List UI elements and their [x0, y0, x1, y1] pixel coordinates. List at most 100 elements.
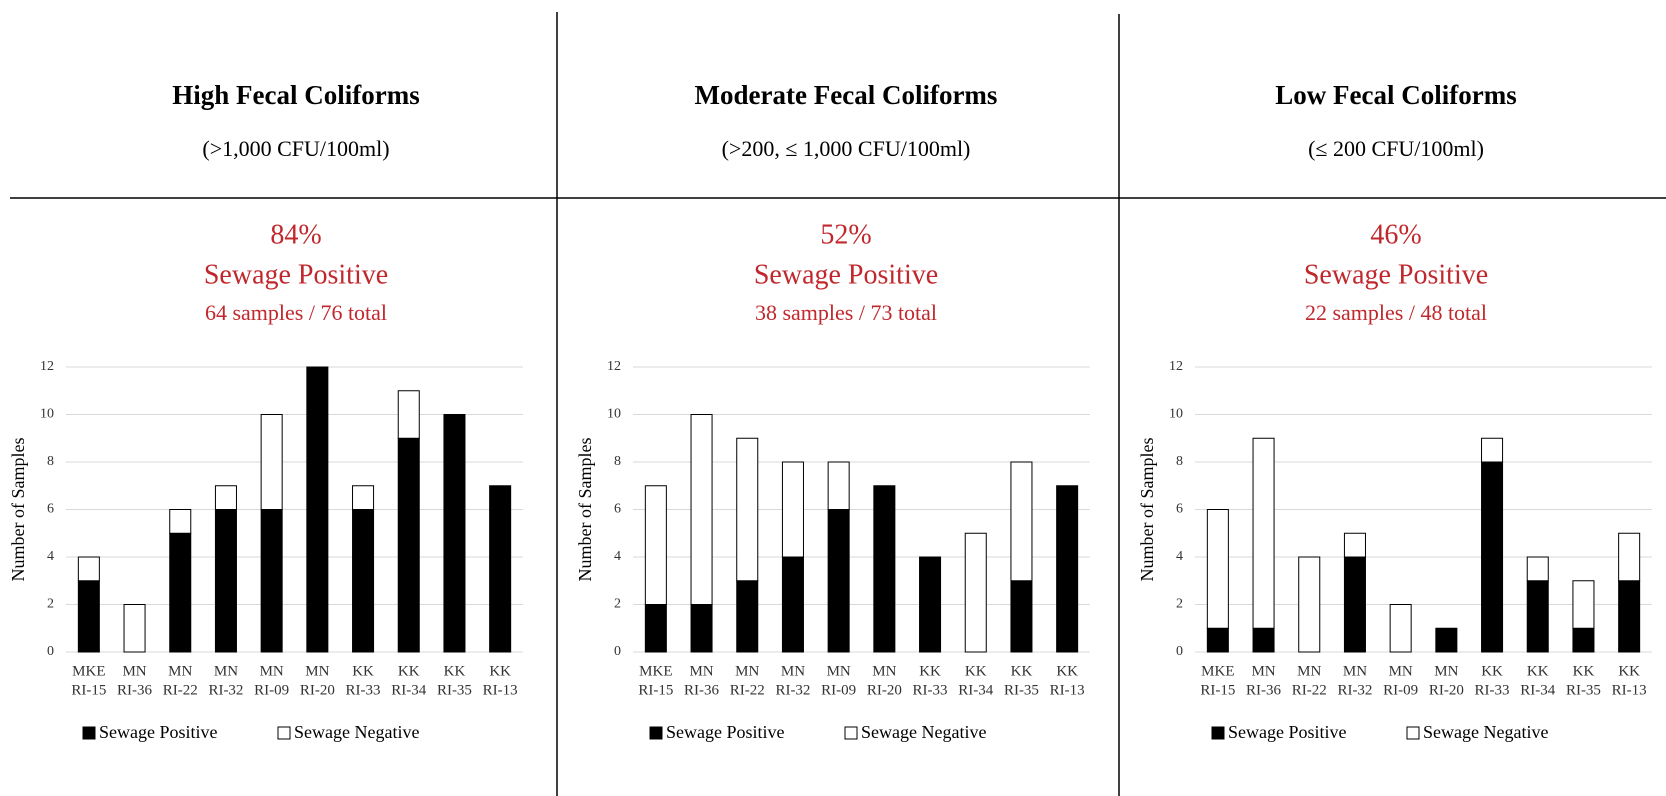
bar [169, 532, 192, 653]
y-tick-label: 10 [607, 407, 621, 422]
y-tick-label: 6 [1176, 502, 1183, 517]
x-tick-label: MN [214, 663, 238, 679]
x-tick-label: RI-13 [483, 682, 518, 698]
bar [781, 556, 804, 653]
bar [1618, 532, 1641, 582]
x-tick-label: MN [827, 663, 851, 679]
y-tick-label: 8 [1176, 454, 1183, 469]
sample-text: 64 samples / 76 total [205, 300, 387, 325]
x-tick-label: MN [168, 663, 192, 679]
x-tick-label: RI-36 [684, 682, 719, 698]
x-tick-label: RI-35 [437, 682, 472, 698]
headline-label: Sewage Positive [204, 259, 388, 290]
y-tick-label: 4 [1176, 549, 1183, 564]
x-tick-label: MN [305, 663, 329, 679]
x-tick-label: RI-13 [1050, 682, 1085, 698]
x-tick-label: MN [1343, 663, 1367, 679]
y-tick-label: 8 [614, 454, 621, 469]
bar [214, 485, 237, 510]
x-tick-label: RI-36 [1246, 682, 1281, 698]
bar [1481, 437, 1504, 463]
bar [873, 485, 896, 653]
x-tick-label: MN [1434, 663, 1458, 679]
bar [919, 556, 942, 653]
bar [1298, 556, 1321, 653]
x-tick-label: MN [122, 663, 146, 679]
bar [1343, 556, 1366, 653]
x-tick-label: KK [1481, 663, 1503, 679]
y-axis-label: Number of Samples [575, 438, 595, 582]
y-tick-label: 10 [1169, 407, 1183, 422]
headline-label: Sewage Positive [754, 259, 938, 290]
y-axis-label: Number of Samples [1137, 438, 1157, 582]
x-tick-label: MN [1389, 663, 1413, 679]
bar [1252, 627, 1275, 653]
x-tick-label: MN [260, 663, 284, 679]
bar [260, 414, 283, 510]
legend-label: Sewage Positive [1228, 722, 1347, 742]
legend-label: Sewage Negative [294, 722, 419, 742]
x-tick-label: KK [1573, 663, 1595, 679]
bar [736, 437, 759, 582]
x-tick-label: MN [872, 663, 896, 679]
legend-swatch [1211, 726, 1225, 740]
y-tick-label: 2 [1176, 597, 1183, 612]
y-axis-label: Number of Samples [8, 438, 28, 582]
bar [781, 461, 804, 558]
bar [1526, 580, 1549, 653]
x-tick-label: RI-33 [1475, 682, 1510, 698]
x-tick-label: MKE [72, 663, 105, 679]
bar [644, 485, 667, 605]
x-tick-label: RI-32 [775, 682, 810, 698]
bar [1618, 580, 1641, 653]
x-tick-label: RI-33 [913, 682, 948, 698]
bar [1526, 556, 1549, 582]
bar [1343, 532, 1366, 558]
x-tick-label: RI-22 [1292, 682, 1327, 698]
y-tick-label: 2 [47, 597, 54, 612]
x-tick-label: RI-15 [1200, 682, 1235, 698]
bar [644, 604, 667, 653]
bar [1010, 461, 1033, 582]
x-tick-label: RI-20 [300, 682, 335, 698]
x-tick-label: MN [689, 663, 713, 679]
x-tick-label: RI-20 [1429, 682, 1464, 698]
bar [260, 509, 283, 653]
bar [1572, 627, 1595, 653]
bar [1252, 437, 1275, 629]
bar [443, 414, 466, 653]
bar [1206, 627, 1229, 653]
x-tick-label: RI-15 [638, 682, 673, 698]
y-tick-label: 4 [47, 549, 54, 564]
bar [352, 485, 375, 510]
legend-swatch [1406, 726, 1420, 740]
x-tick-label: RI-32 [208, 682, 243, 698]
legend-label: Sewage Negative [861, 722, 986, 742]
panel-subtitle: (≤ 200 CFU/100ml) [1308, 136, 1484, 161]
bar [1435, 627, 1458, 653]
bar [169, 509, 192, 534]
bar [1481, 461, 1504, 653]
x-tick-label: MN [1297, 663, 1321, 679]
x-tick-label: RI-20 [867, 682, 902, 698]
bar [690, 604, 713, 653]
x-tick-label: RI-35 [1004, 682, 1039, 698]
y-tick-label: 6 [614, 502, 621, 517]
y-tick-label: 6 [47, 502, 54, 517]
x-tick-label: MKE [1201, 663, 1234, 679]
y-tick-label: 0 [47, 644, 54, 659]
legend-label: Sewage Negative [1423, 722, 1548, 742]
bar [827, 461, 850, 510]
headline-label: Sewage Positive [1304, 259, 1488, 290]
x-tick-label: RI-09 [254, 682, 289, 698]
x-tick-label: KK [1056, 663, 1078, 679]
legend-swatch [649, 726, 663, 740]
bar [77, 556, 100, 582]
x-tick-label: KK [489, 663, 511, 679]
y-tick-label: 0 [1176, 644, 1183, 659]
panel-subtitle: (>200, ≤ 1,000 CFU/100ml) [722, 136, 971, 161]
bar [964, 532, 987, 653]
x-tick-label: MN [1251, 663, 1275, 679]
y-tick-label: 12 [40, 359, 54, 374]
